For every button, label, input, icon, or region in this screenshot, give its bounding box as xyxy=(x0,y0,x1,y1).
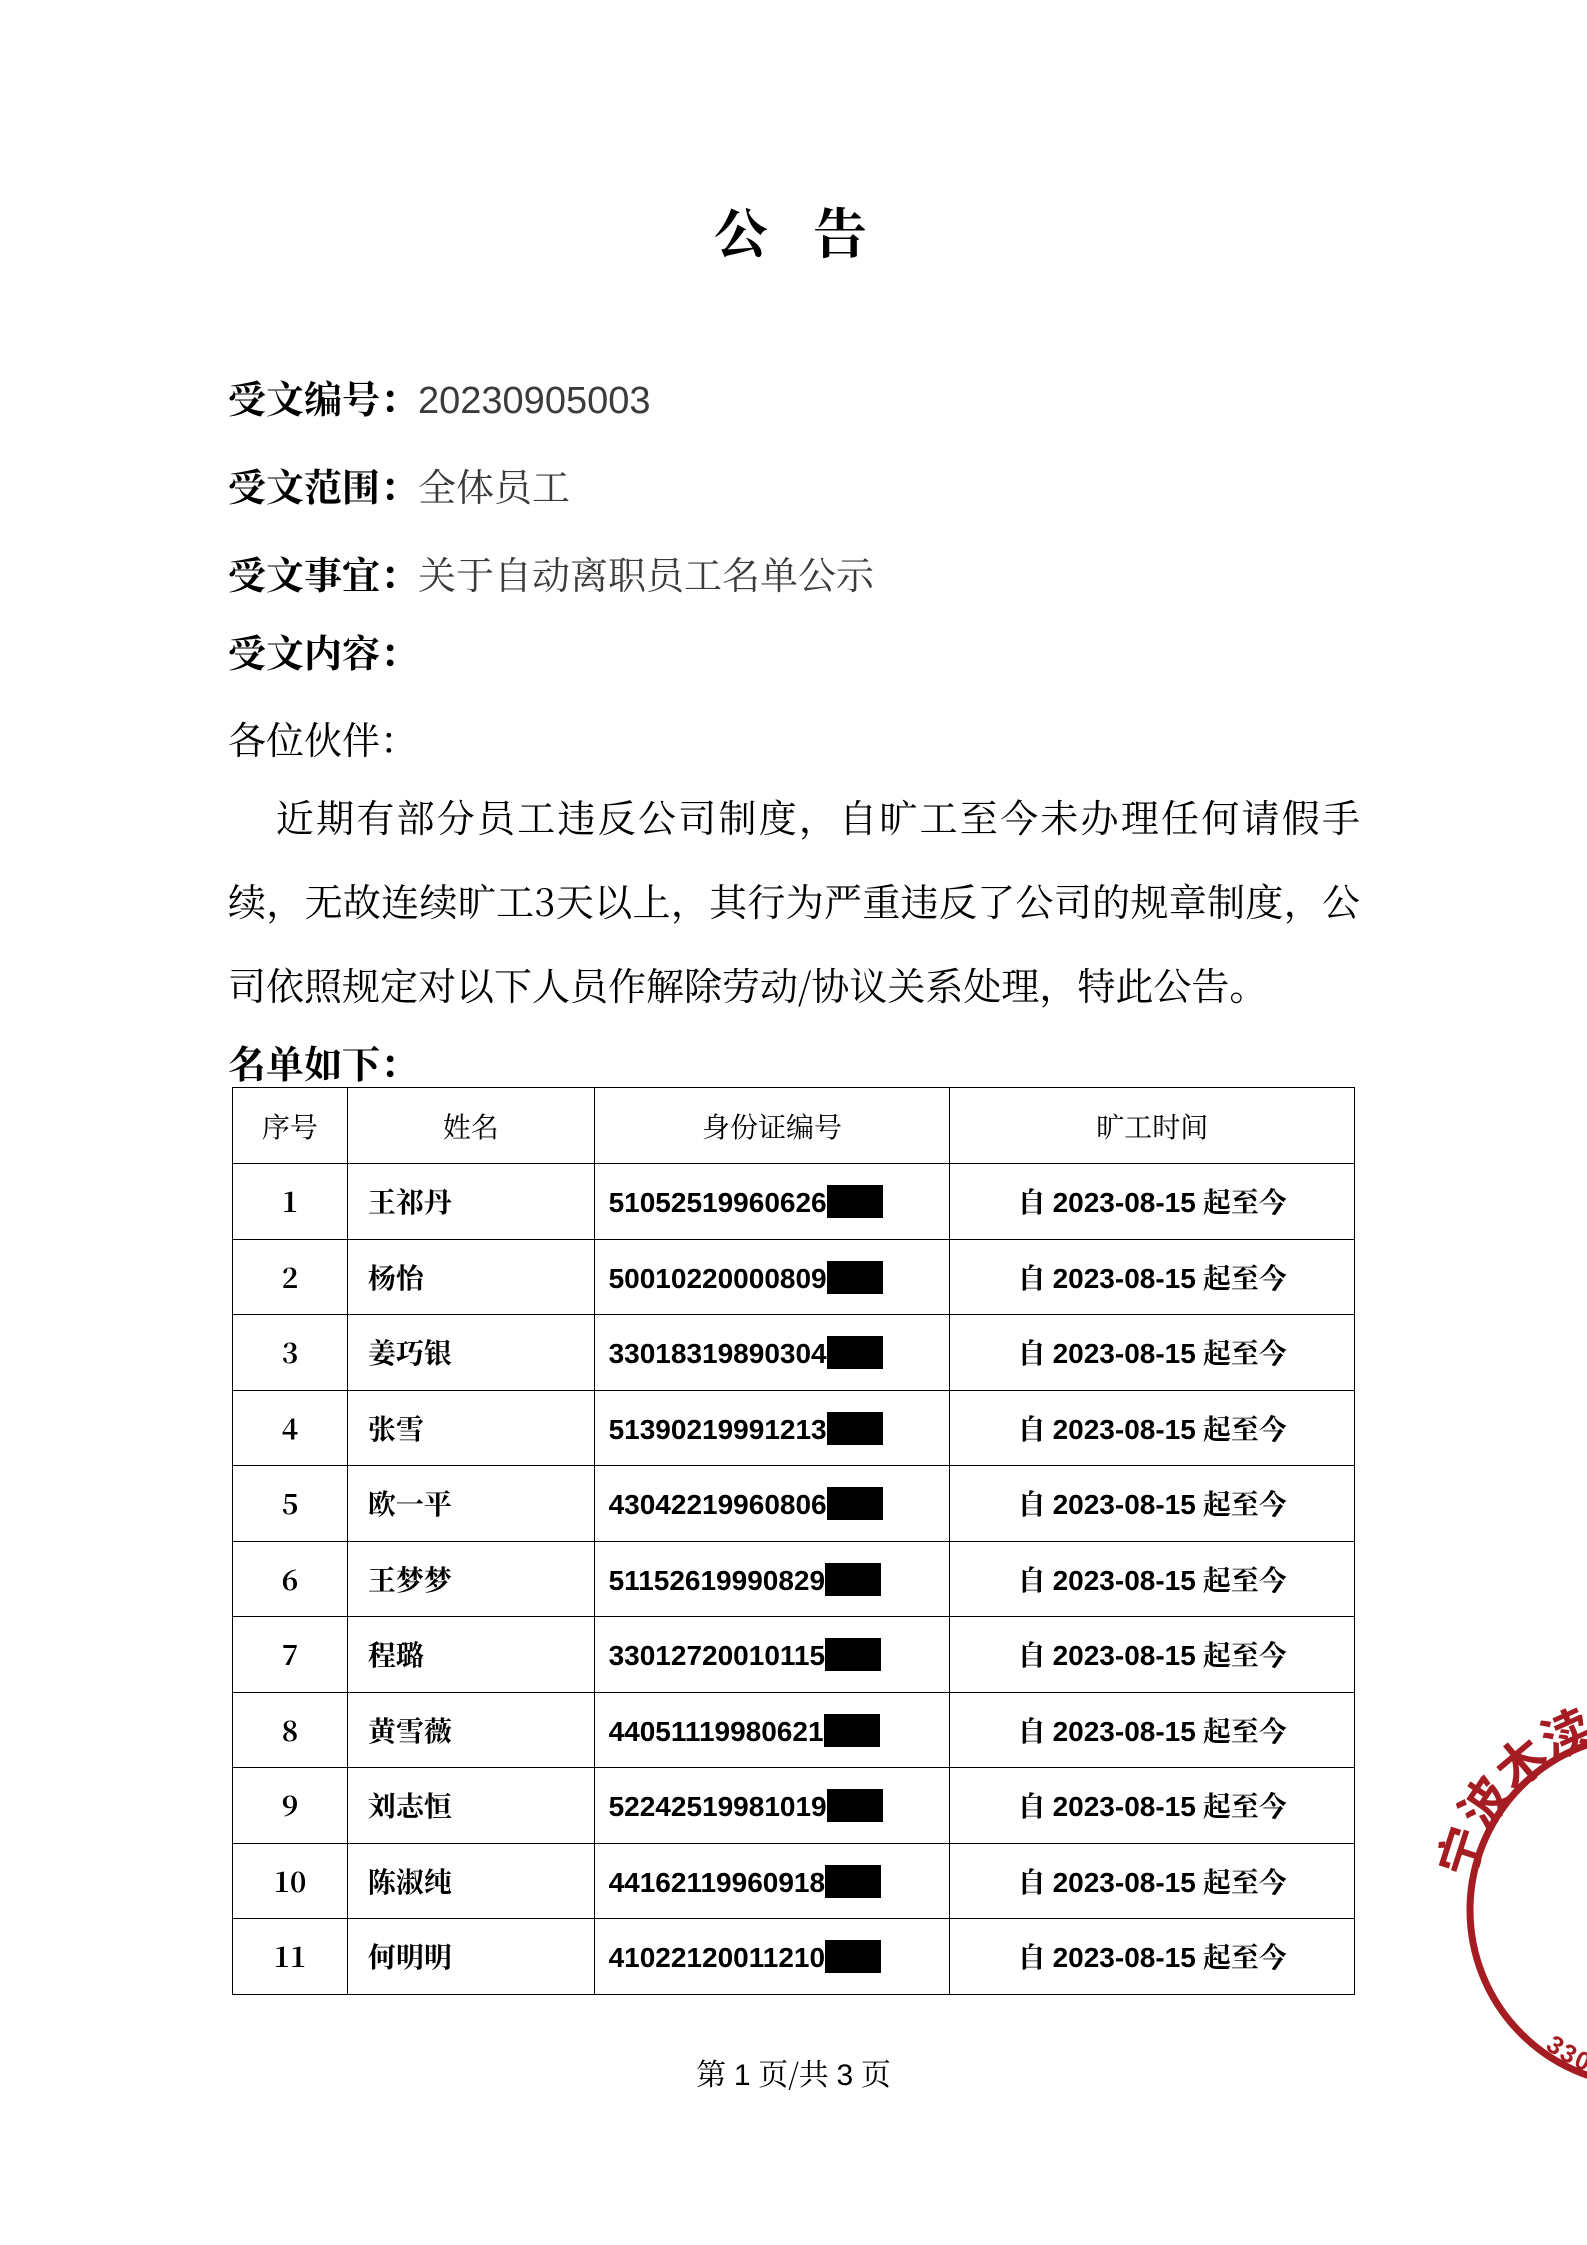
svg-text:宁波木渎针织有限公司: 宁波木渎针织有限公司 xyxy=(1418,1678,1587,1885)
